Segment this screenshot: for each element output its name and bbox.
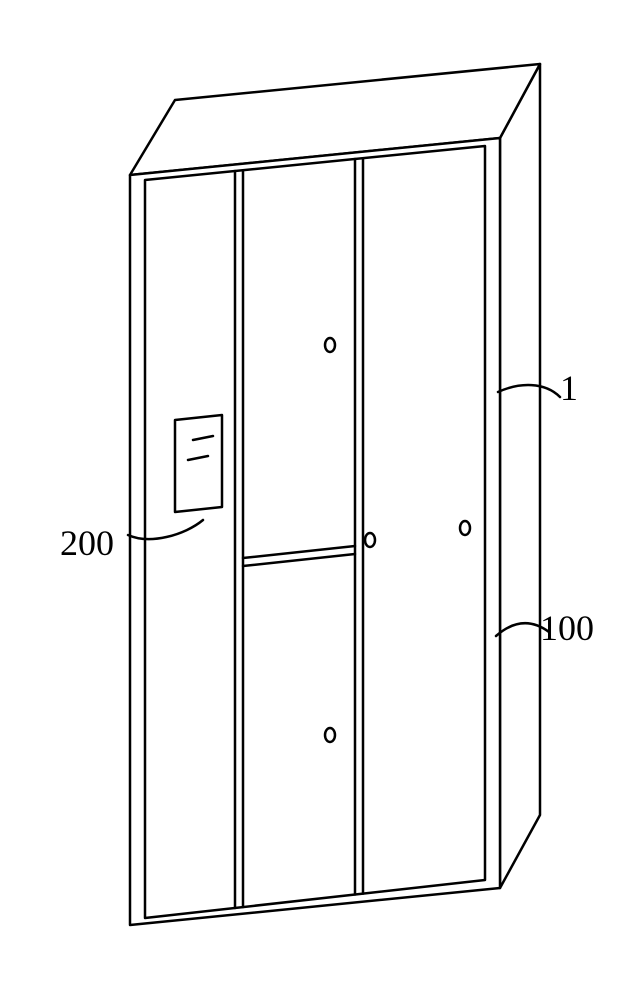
label-1: 1 <box>560 368 578 408</box>
label-200: 200 <box>60 523 114 563</box>
label-100: 100 <box>540 608 594 648</box>
cabinet-right-face <box>500 64 540 888</box>
cabinet <box>130 64 540 925</box>
